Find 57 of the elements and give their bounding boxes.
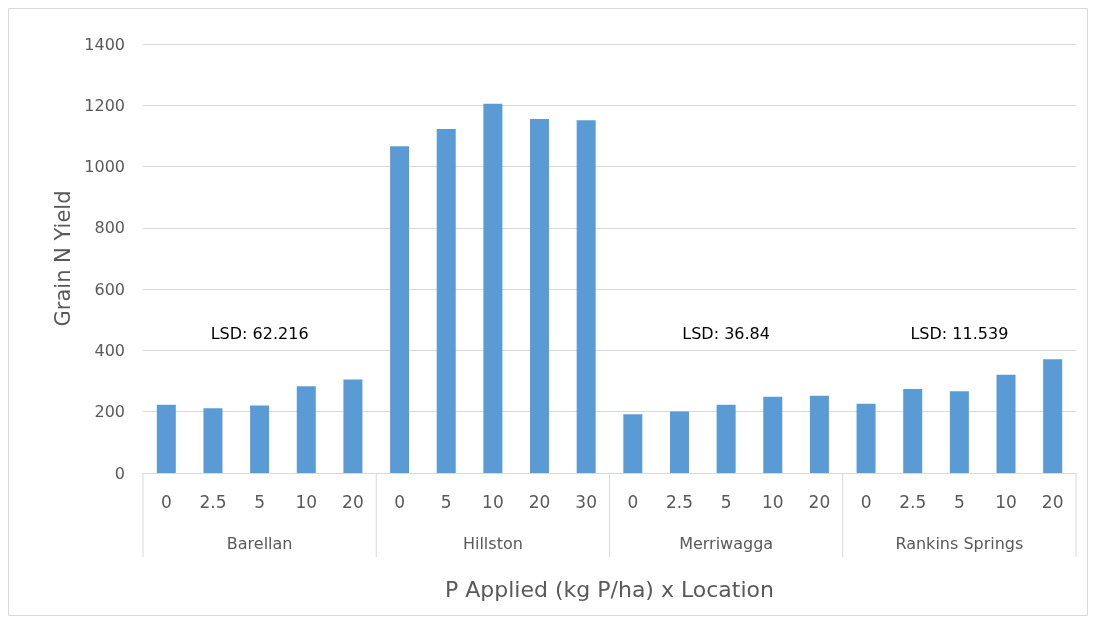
bar xyxy=(669,411,689,473)
y-tick-label: 0 xyxy=(114,463,125,483)
y-tick-label: 800 xyxy=(94,218,125,238)
bar xyxy=(949,391,969,473)
y-tick-label: 400 xyxy=(94,340,125,360)
x-tick-label: 10 xyxy=(761,491,784,512)
x-tick-label: 10 xyxy=(995,491,1017,512)
annotation: LSD: 62.216 xyxy=(210,324,309,344)
bar xyxy=(623,414,643,473)
x-tick-label: 0 xyxy=(160,491,172,512)
bar xyxy=(1043,359,1063,473)
x-tick-label: 20 xyxy=(808,491,831,512)
x-tick-label: 2.5 xyxy=(899,491,927,512)
text: Barellan xyxy=(226,533,293,553)
y-axis-title: Grain N Yield xyxy=(50,190,75,327)
bar xyxy=(390,146,410,473)
bar xyxy=(250,405,270,473)
bar xyxy=(763,396,783,473)
bar xyxy=(296,386,316,473)
bar xyxy=(483,103,503,473)
bar xyxy=(436,128,456,473)
x-tick-label: 5 xyxy=(953,491,965,512)
annotation: LSD: 36.84 xyxy=(682,324,770,344)
bar xyxy=(576,120,596,473)
bar xyxy=(716,404,736,473)
bar xyxy=(996,374,1016,473)
y-tick-label: 1000 xyxy=(84,157,125,177)
bar xyxy=(856,403,876,473)
x-tick-label: 2.5 xyxy=(199,491,227,512)
bar xyxy=(809,395,829,473)
x-tick-label: 30 xyxy=(575,491,597,512)
x-tick-label: 20 xyxy=(1041,491,1064,512)
y-tick-label: 200 xyxy=(94,402,125,422)
bar xyxy=(343,379,363,473)
y-tick-label: 600 xyxy=(94,279,125,299)
text: Rankins Springs xyxy=(895,533,1024,553)
bar xyxy=(156,404,176,473)
bar xyxy=(903,389,923,473)
x-axis-title: P Applied (kg P/ha) x Location xyxy=(445,576,774,602)
y-tick-label: 1200 xyxy=(84,95,125,115)
x-tick-label: 20 xyxy=(528,491,551,512)
x-tick-label: 2.5 xyxy=(665,491,693,512)
x-tick-label: 10 xyxy=(295,491,318,512)
x-tick-label: 5 xyxy=(254,491,266,512)
x-tick-label: 0 xyxy=(860,491,872,512)
x-tick-label: 0 xyxy=(394,491,405,512)
x-tick-label: 0 xyxy=(627,491,639,512)
x-tick-label: 20 xyxy=(342,491,364,512)
x-tick-label: 10 xyxy=(482,491,504,512)
bar xyxy=(203,408,223,473)
bar xyxy=(530,119,550,473)
text: Merriwagga xyxy=(679,533,774,553)
y-tick-label: 1400 xyxy=(84,34,125,54)
x-tick-label: 5 xyxy=(440,491,452,512)
text: Hillston xyxy=(462,533,523,553)
x-tick-label: 5 xyxy=(720,491,732,512)
annotation: LSD: 11.539 xyxy=(910,324,1009,344)
